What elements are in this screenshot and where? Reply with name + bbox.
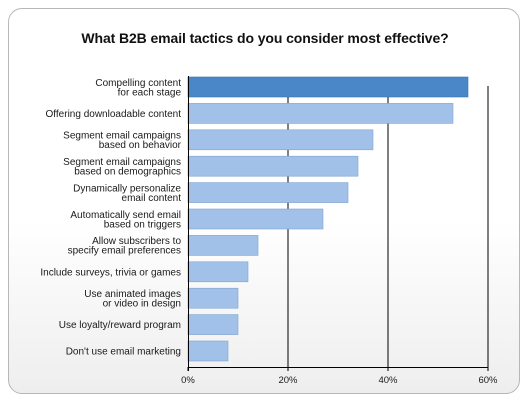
category-label: Allow subscribers to specify email prefer… [68, 236, 182, 257]
bar [187, 261, 249, 283]
category-label: Automatically send email based on trigger… [70, 210, 181, 231]
chart-title: What B2B email tactics do you consider m… [81, 30, 449, 46]
x-axis: 0% 20% 40% 60% [181, 76, 498, 386]
category-label: Dynamically personalize email content [73, 183, 181, 204]
category-label: Compelling content for each stage [95, 78, 181, 99]
bar [187, 76, 469, 98]
bar [187, 155, 359, 177]
bar [187, 340, 229, 362]
category-label: Segment email campaigns based on behavior [63, 131, 182, 152]
bar [187, 287, 239, 309]
category-labels: Compelling content for each stage Offering… [40, 78, 181, 358]
category-label: Use animated images or video in design [84, 289, 181, 310]
category-label: Include surveys, trivia or games [40, 267, 181, 278]
x-tick-label: 60% [478, 375, 498, 386]
category-label: Offering downloadable content [46, 109, 182, 120]
category-label: Use loyalty/reward program [59, 320, 181, 331]
bar [187, 103, 454, 124]
bar [187, 182, 349, 203]
x-tick-label: 40% [378, 375, 398, 386]
bar [187, 235, 259, 256]
bar [187, 208, 324, 230]
x-tick-label: 20% [278, 375, 298, 386]
category-label: Don't use email marketing [66, 347, 181, 358]
x-tick-label: 0% [181, 375, 195, 386]
bar [187, 129, 374, 151]
category-label: Segment email campaigns based on demograp… [63, 157, 181, 178]
bars [187, 76, 469, 362]
bar [187, 314, 239, 335]
